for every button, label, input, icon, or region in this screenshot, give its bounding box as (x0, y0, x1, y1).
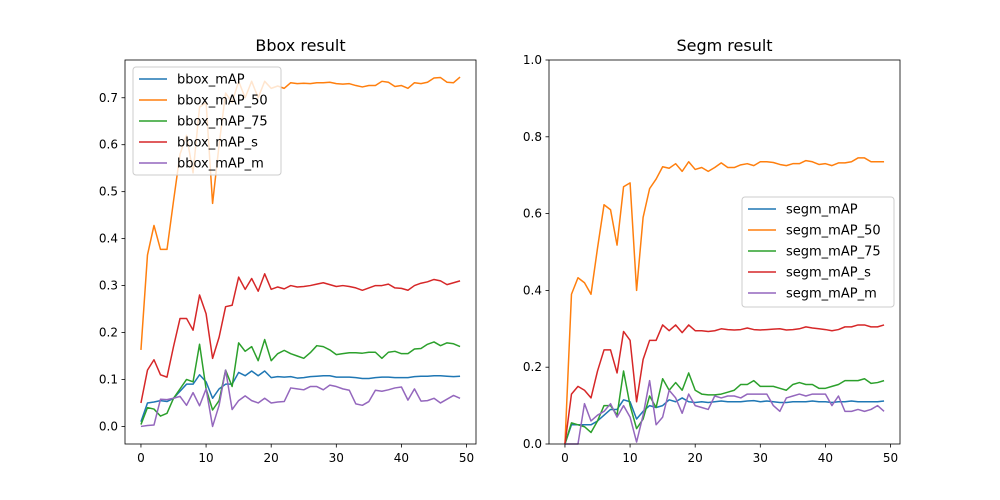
x-tick-label: 0 (561, 451, 569, 465)
y-tick-label: 0.0 (523, 437, 542, 451)
x-tick-label: 10 (198, 451, 213, 465)
chart-title: Bbox result (255, 36, 345, 55)
y-tick-label: 0.3 (99, 279, 118, 293)
y-tick-label: 0.7 (99, 91, 118, 105)
legend: segm_mAP segm_mAP_50 segm_mAP_75 segm_mAP_s… (741, 196, 895, 308)
y-tick-label: 0.4 (99, 232, 118, 246)
segm-chart: Segm result 0 10 20 30 40 50 0.0 0.2 0.4 0.6 0.8 1.0… (523, 36, 901, 465)
x-tick-label: 0 (137, 451, 145, 465)
legend-label: bbox_mAP_s (177, 136, 258, 151)
x-tick-label: 40 (394, 451, 409, 465)
legend-label: segm_mAP_50 (786, 224, 881, 239)
legend-label: segm_mAP (786, 203, 858, 218)
x-tick-label: 30 (329, 451, 344, 465)
series-line-segm-mAP-75 (564, 370, 885, 445)
y-tick-label: 0.6 (523, 207, 542, 221)
series-line-segm-mAP-s (564, 324, 885, 445)
y-tick-label: 0.6 (99, 138, 118, 152)
y-tick-label: 1.0 (523, 53, 542, 67)
x-tick-label: 30 (753, 451, 768, 465)
y-tick-label: 0.8 (523, 130, 542, 144)
series-line-segm-mAP-50 (564, 157, 885, 445)
plot-frame (124, 59, 477, 445)
legend-box (132, 66, 282, 176)
x-tick-label: 10 (622, 451, 637, 465)
y-tick-label: 0.2 (523, 360, 542, 374)
legend-label: bbox_mAP_75 (177, 115, 268, 130)
legend-label: bbox_mAP_m (177, 157, 264, 172)
legend-label: segm_mAP_75 (786, 245, 881, 260)
y-tick-label: 0.0 (99, 419, 118, 433)
x-tick-label: 50 (883, 451, 898, 465)
series-line-bbox-mAP-m (140, 369, 461, 428)
legend-label: segm_mAP_s (786, 266, 871, 281)
x-tick-label: 20 (264, 451, 279, 465)
series-line-bbox-mAP-s (140, 273, 461, 404)
series-line-bbox-mAP (140, 370, 461, 422)
legend-box (741, 196, 895, 308)
series-line-segm-mAP-m (564, 379, 885, 445)
plot-frame (548, 59, 901, 445)
legend-label: segm_mAP_m (786, 287, 877, 302)
x-tick-label: 50 (459, 451, 474, 465)
x-tick-label: 20 (688, 451, 703, 465)
legend-label: bbox_mAP_50 (177, 94, 268, 109)
y-tick-label: 0.1 (99, 372, 118, 386)
bbox-chart: Bbox result 0 10 20 30 40 50 0.0 0.1 0.2 0.3 0.4 0.5… (99, 36, 477, 465)
series-line-bbox-mAP-75 (140, 338, 461, 425)
y-tick-label: 0.2 (99, 326, 118, 340)
y-tick-label: 0.5 (99, 185, 118, 199)
x-tick-label: 40 (818, 451, 833, 465)
y-tick-label: 0.4 (523, 283, 542, 297)
legend-label: bbox_mAP (177, 73, 245, 88)
chart-title: Segm result (676, 36, 772, 55)
legend: bbox_mAP bbox_mAP_50 bbox_mAP_75 bbox_mAP_s… (132, 66, 282, 176)
